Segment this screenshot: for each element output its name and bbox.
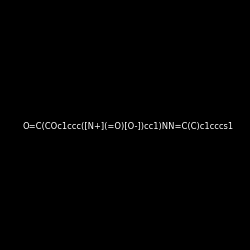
Text: O=C(COc1ccc([N+](=O)[O-])cc1)NN=C(C)c1cccs1: O=C(COc1ccc([N+](=O)[O-])cc1)NN=C(C)c1cc…: [22, 122, 234, 131]
